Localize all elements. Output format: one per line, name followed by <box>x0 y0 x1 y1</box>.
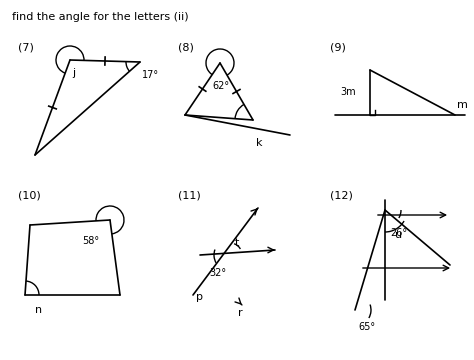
Text: 62°: 62° <box>212 81 229 91</box>
Text: u: u <box>395 230 402 240</box>
Text: (12): (12) <box>330 190 353 200</box>
Text: 3m: 3m <box>340 87 356 97</box>
Text: (7): (7) <box>18 42 34 52</box>
Text: r: r <box>238 308 243 318</box>
Text: 32°: 32° <box>209 268 226 278</box>
Text: k: k <box>256 138 263 148</box>
Text: 58°: 58° <box>82 236 99 246</box>
Text: 26°: 26° <box>390 228 407 238</box>
Text: (8): (8) <box>178 42 194 52</box>
Text: m: m <box>457 100 468 110</box>
Text: n: n <box>35 305 42 315</box>
Text: 17°: 17° <box>142 70 159 80</box>
Text: 65°: 65° <box>358 322 375 332</box>
Text: p: p <box>196 292 203 302</box>
Text: t: t <box>235 238 239 248</box>
Text: (11): (11) <box>178 190 201 200</box>
Text: (10): (10) <box>18 190 41 200</box>
Text: find the angle for the letters (ii): find the angle for the letters (ii) <box>12 12 189 22</box>
Text: j: j <box>72 68 75 78</box>
Text: (9): (9) <box>330 42 346 52</box>
